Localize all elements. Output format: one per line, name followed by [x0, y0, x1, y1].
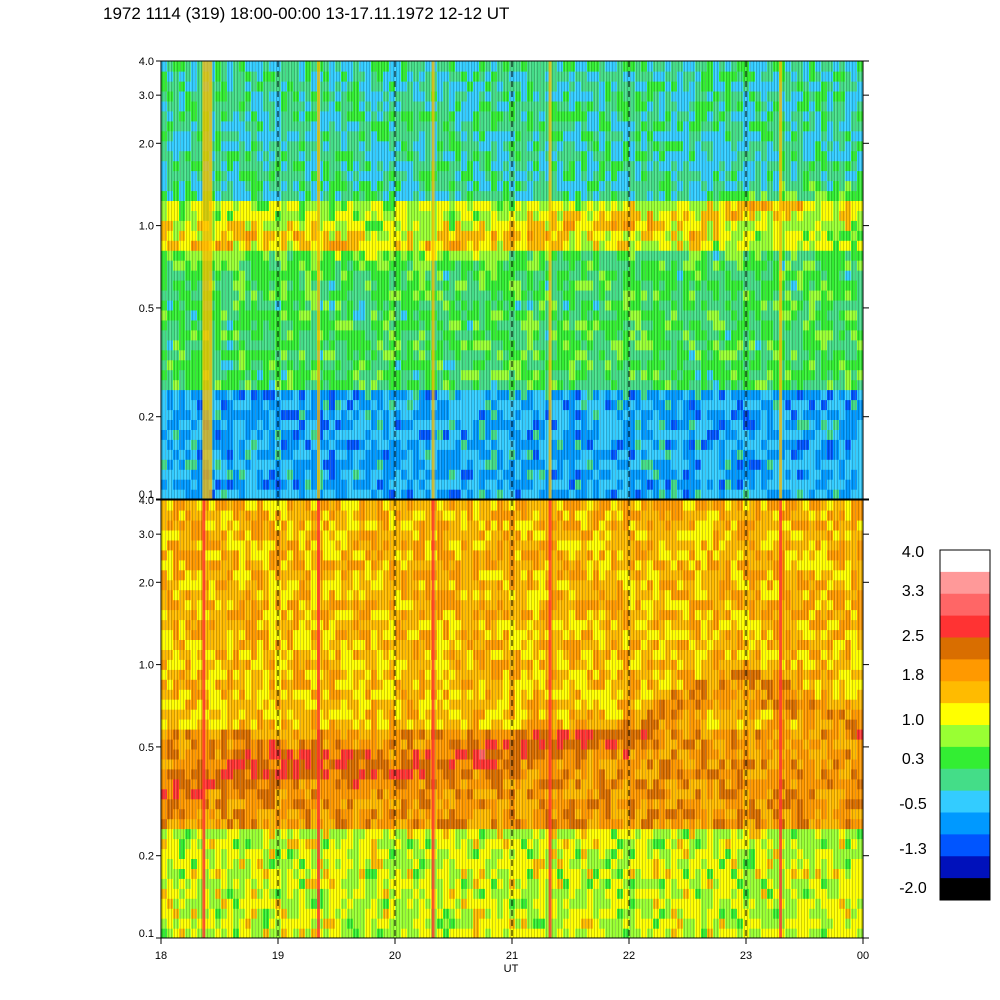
upper-panel: 0.10.20.51.02.03.04.0: [139, 56, 869, 501]
chart-title: 1972 1114 (319) 18:00-00:00 13-17.11.197…: [103, 4, 510, 23]
